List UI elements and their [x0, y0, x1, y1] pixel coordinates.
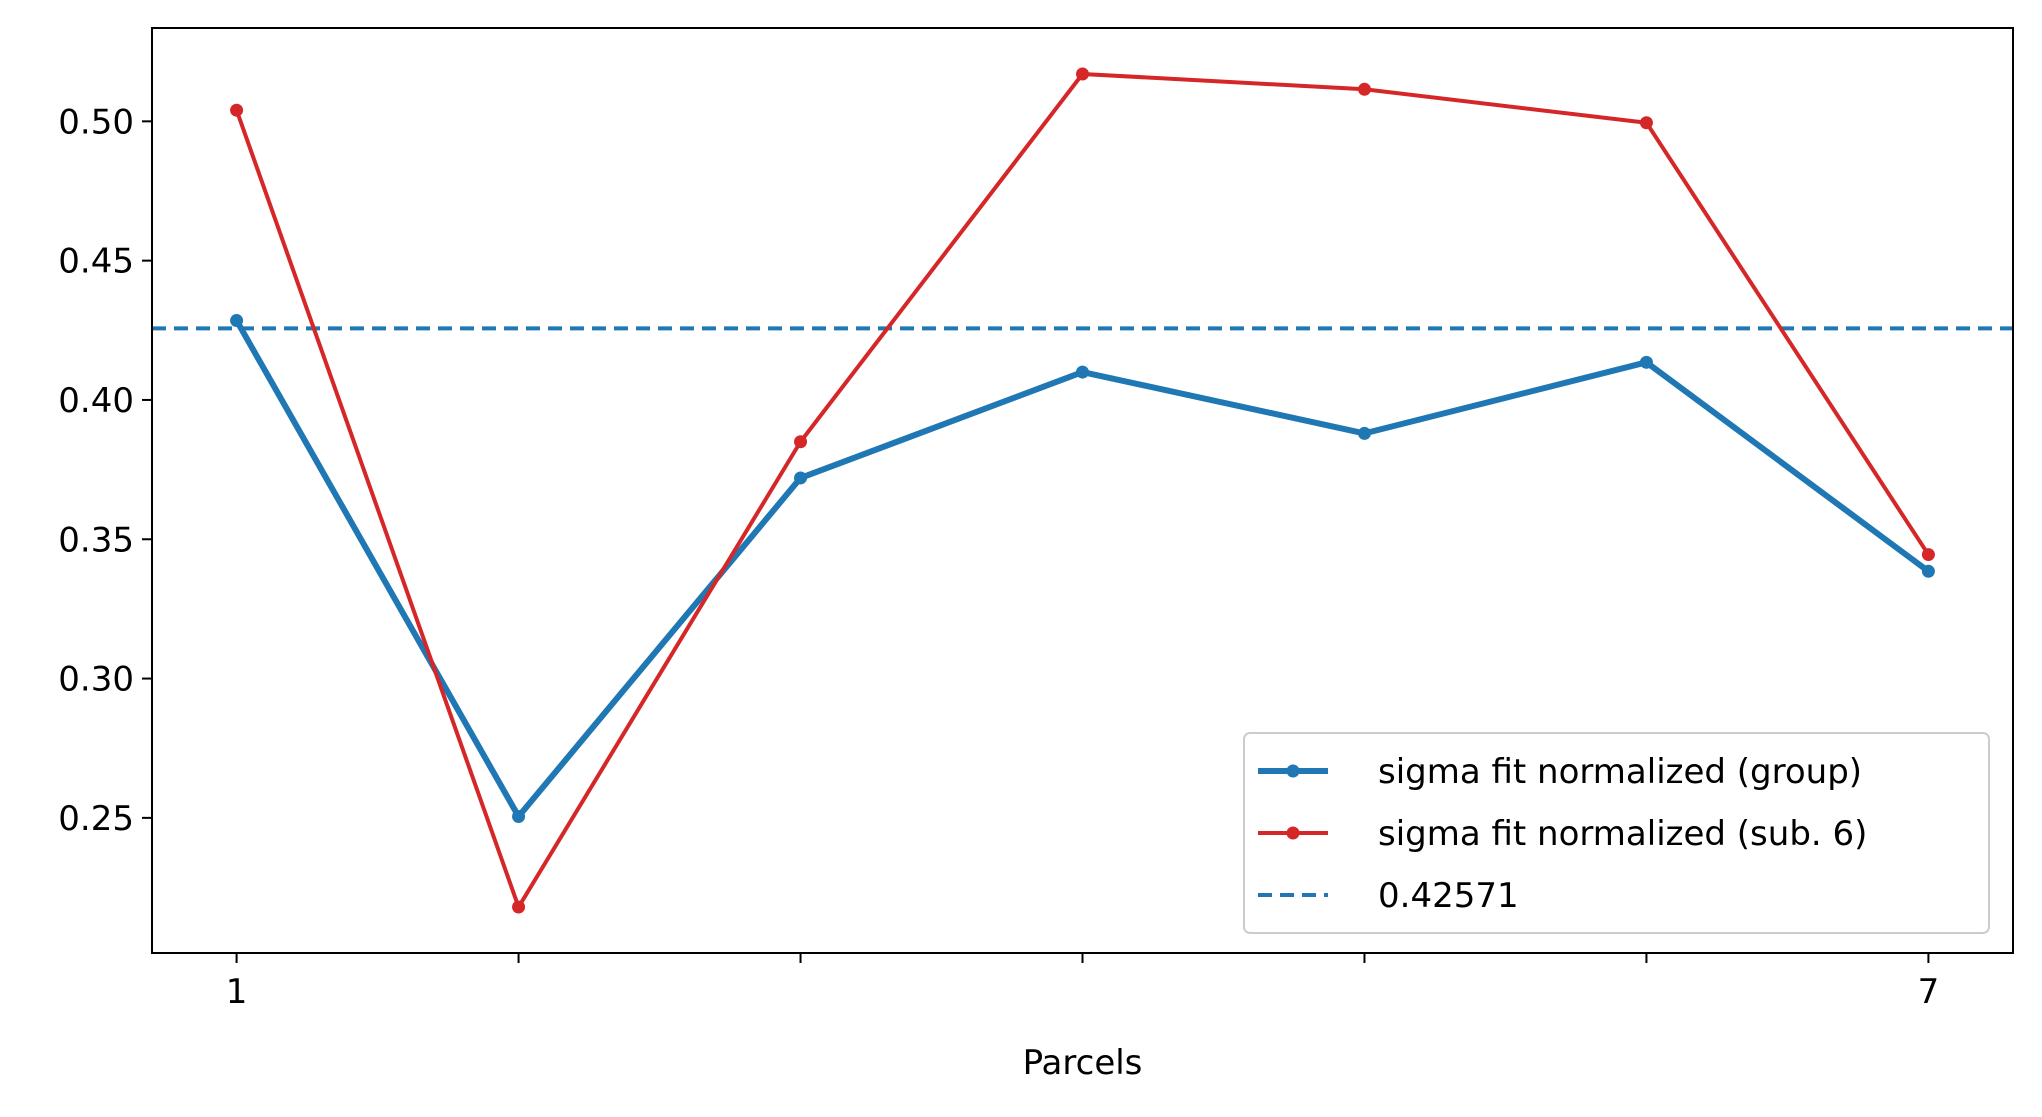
- series-2-point-1: [230, 103, 244, 117]
- legend-box: [1243, 732, 1990, 934]
- series-lines: [230, 67, 1935, 914]
- legend-label-2: sigma fit normalized (sub. 6): [1378, 814, 1867, 854]
- y-tick-label: 0.25: [58, 799, 134, 839]
- series-2-point-5: [1357, 82, 1371, 96]
- series-1-point-1: [230, 314, 244, 328]
- x-tick-label: 1: [226, 972, 248, 1012]
- y-tick-label: 0.40: [58, 381, 134, 421]
- series-2-point-6: [1639, 116, 1653, 130]
- legend-label-3: 0.42571: [1378, 876, 1519, 916]
- y-tick-label: 0.50: [58, 102, 134, 142]
- series-2-point-7: [1921, 548, 1935, 562]
- x-tick-label: 7: [1918, 972, 1940, 1012]
- series-1-point-2: [512, 809, 526, 823]
- x-axis-label: Parcels: [1023, 1043, 1143, 1083]
- series-2-point-4: [1076, 67, 1089, 81]
- series-1-point-3: [794, 471, 808, 485]
- series-1-point-7: [1921, 564, 1935, 578]
- series-1-point-5: [1357, 426, 1371, 440]
- legend: sigma fit normalized (group) sigma fit no…: [1243, 732, 1990, 934]
- series-1-point-6: [1639, 355, 1653, 369]
- legend-label-1: sigma fit normalized (group): [1378, 752, 1862, 792]
- legend-marker-2: [1286, 826, 1300, 840]
- y-tick-label: 0.35: [58, 520, 134, 560]
- y-tick-label: 0.45: [58, 242, 134, 282]
- y-axis-ticks: 0.25 0.30 0.35 0.40 0.45 0.50: [58, 102, 152, 839]
- series-2-point-3: [794, 435, 808, 449]
- series-1-point-4: [1076, 365, 1089, 379]
- y-tick-label: 0.30: [58, 660, 134, 700]
- series-2-point-2: [512, 900, 526, 914]
- legend-marker-1: [1286, 764, 1300, 778]
